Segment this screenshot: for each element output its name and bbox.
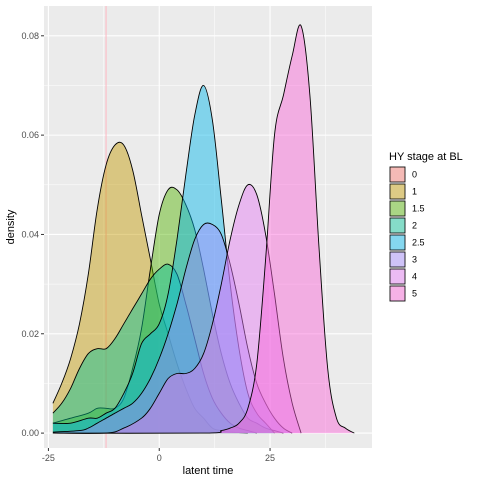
- legend-swatch-4: [389, 268, 406, 285]
- legend-key-bg: [389, 285, 406, 302]
- legend-label-2.5: 2.5: [412, 238, 425, 248]
- density-area-3: [52, 222, 293, 434]
- density-area-2: [52, 264, 257, 434]
- legend-title: HY stage at BL: [389, 151, 463, 163]
- legend-label-3: 3: [412, 255, 417, 265]
- legend-label-1: 1: [412, 187, 417, 197]
- legend-label-4: 4: [412, 272, 417, 282]
- legend: HY stage at BL 0 1 1.5 2 2.5 3 4 5: [389, 151, 463, 302]
- legend-swatch-2.5: [389, 234, 406, 251]
- density-line-2.5: [52, 85, 275, 434]
- density-line-4: [52, 183, 302, 434]
- density-area-5: [52, 24, 355, 434]
- legend-key-bg: [389, 166, 406, 183]
- axes: -25 0 25 0.00 0.02 0.04 0.06 0.08: [21, 31, 275, 463]
- y-tick-label: 0.00: [21, 428, 39, 438]
- density-area-2.5: [52, 85, 275, 434]
- legend-swatch-2: [389, 217, 406, 234]
- series-layer: [52, 24, 355, 434]
- density-line-2: [52, 263, 257, 434]
- legend-key-bg: [389, 217, 406, 234]
- legend-swatch-5: [389, 285, 406, 302]
- legend-label-5: 5: [412, 289, 417, 299]
- legend-key-bg: [389, 200, 406, 217]
- legend-swatch-0: [389, 166, 406, 183]
- y-tick-label: 0.02: [21, 329, 39, 339]
- density-line-5: [52, 24, 355, 434]
- grid: [44, 6, 372, 448]
- density-line-3: [52, 222, 293, 434]
- density-area-4: [52, 184, 302, 434]
- legend-key-bg: [389, 183, 406, 200]
- legend-swatch-1: [389, 183, 406, 200]
- legend-key-bg: [389, 268, 406, 285]
- legend-label-2: 2: [412, 221, 417, 231]
- legend-key-bg: [389, 234, 406, 251]
- legend-label-0: 0: [412, 170, 417, 180]
- density-area-1.5: [52, 187, 284, 434]
- x-tick-label: -25: [42, 453, 55, 463]
- legend-swatch-3: [389, 251, 406, 268]
- legend-swatch-1.5: [389, 200, 406, 217]
- y-tick-label: 0.08: [21, 31, 39, 41]
- legend-label-1.5: 1.5: [412, 204, 425, 214]
- y-tick-label: 0.04: [21, 229, 39, 239]
- density-line-1: [52, 141, 248, 434]
- density-line-1.5: [52, 186, 284, 434]
- x-tick-label: 0: [157, 453, 162, 463]
- y-tick-label: 0.06: [21, 130, 39, 140]
- legend-key-bg: [389, 251, 406, 268]
- density-area-1: [52, 142, 248, 434]
- x-axis-title: latent time: [183, 465, 234, 477]
- x-tick-label: 25: [265, 453, 275, 463]
- y-axis-title: density: [5, 209, 17, 244]
